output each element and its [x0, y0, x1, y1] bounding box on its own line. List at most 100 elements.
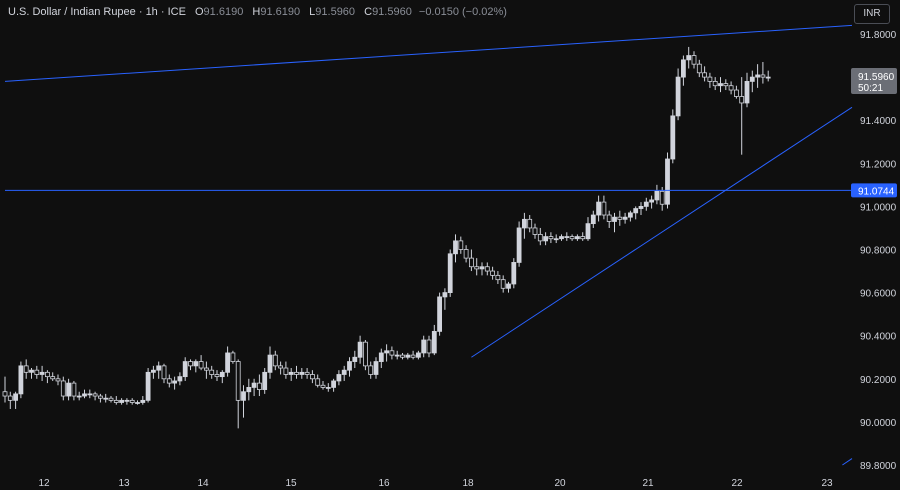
candle-body	[617, 216, 623, 220]
candle-body	[569, 236, 575, 240]
candle-body	[161, 365, 167, 380]
candle	[400, 352, 405, 360]
time-tick-label: 13	[118, 478, 130, 489]
candle	[712, 77, 718, 91]
candle	[718, 77, 723, 93]
candle	[347, 357, 352, 377]
candle-body	[490, 270, 496, 276]
trendline[interactable]	[4, 24, 853, 82]
candle	[681, 55, 686, 86]
candle-body	[744, 81, 750, 104]
candle	[373, 357, 379, 379]
candle-body	[278, 365, 284, 369]
trendline[interactable]	[471, 106, 853, 358]
candle-body	[124, 399, 130, 402]
candle	[55, 374, 61, 386]
candle	[150, 365, 156, 379]
candle	[34, 365, 40, 379]
candle	[378, 348, 384, 369]
candle-body	[734, 89, 739, 97]
candle-body	[628, 212, 633, 218]
candle	[532, 223, 538, 239]
candle-body	[309, 374, 315, 380]
price-tick-label: 90.0000	[860, 418, 897, 429]
candle	[45, 370, 50, 384]
candle-body	[659, 190, 665, 205]
candle-body	[341, 369, 347, 375]
candle	[129, 398, 135, 405]
candle-body	[384, 350, 390, 354]
candle-body	[537, 234, 543, 242]
candle-body	[230, 352, 236, 362]
candle	[299, 368, 305, 379]
candle-body	[182, 361, 188, 378]
candle-body	[145, 371, 151, 401]
candle-body	[166, 378, 172, 384]
candle	[463, 245, 469, 263]
candle-body	[2, 391, 8, 397]
candle	[739, 77, 745, 155]
candle-body	[394, 354, 400, 357]
candle-body	[484, 266, 490, 272]
candle-body	[150, 369, 156, 373]
candle-body	[654, 190, 660, 201]
candle-body	[193, 361, 199, 367]
candle	[124, 398, 130, 405]
level-price-label: 91.0744	[858, 186, 895, 197]
candle	[707, 72, 713, 88]
candle-body	[256, 382, 262, 390]
candle	[98, 393, 103, 403]
open-value: 91.6190	[203, 6, 244, 18]
candle-body	[352, 356, 358, 362]
candle-body	[479, 266, 485, 270]
candle-body	[400, 354, 405, 358]
candle-body	[129, 399, 135, 403]
candle-body	[362, 341, 368, 367]
candle	[87, 389, 93, 399]
candle	[267, 346, 273, 379]
candle-body	[219, 371, 225, 378]
candle-body	[235, 361, 241, 401]
candle-body	[564, 236, 570, 238]
candle-body	[13, 393, 19, 401]
candle	[92, 391, 98, 401]
candle	[527, 215, 533, 233]
candle	[755, 64, 760, 88]
time-axis[interactable]: 12 13 14 15 16 18 20 21 22 23	[38, 478, 833, 489]
candle-body	[649, 199, 654, 203]
candle-body	[760, 74, 766, 78]
candle	[188, 359, 193, 371]
candle-body	[357, 341, 363, 358]
candle	[294, 365, 299, 379]
price-axis[interactable]: 91.800091.600091.400091.200091.000090.80…	[860, 30, 897, 472]
candle-body	[50, 376, 56, 380]
time-tick-label: 14	[197, 478, 209, 489]
current-price-label: 91.5960	[858, 72, 895, 83]
close-value: 91.5960	[372, 6, 412, 18]
candle-body	[373, 361, 379, 375]
candle-body	[723, 83, 729, 87]
countdown-label: 50:21	[858, 83, 883, 94]
candle-body	[431, 330, 437, 354]
low-value: 91.5960	[315, 6, 356, 18]
candle-body	[686, 55, 692, 61]
candle	[765, 70, 771, 82]
time-tick-label: 16	[378, 478, 390, 489]
candle	[659, 187, 665, 211]
candle-body	[304, 371, 310, 375]
level-price-tag	[851, 183, 897, 198]
candle-body	[336, 374, 342, 382]
candle-body	[665, 158, 670, 205]
candle	[278, 361, 284, 375]
candle	[177, 372, 183, 386]
candle	[203, 361, 209, 379]
candle	[66, 378, 71, 401]
candle-body	[246, 387, 252, 393]
candle-body	[172, 380, 178, 384]
time-tick-label: 21	[642, 478, 654, 489]
currency-button[interactable]: INR	[854, 4, 890, 24]
candle	[352, 350, 358, 369]
candle	[140, 396, 146, 405]
trendline[interactable]	[842, 458, 853, 466]
